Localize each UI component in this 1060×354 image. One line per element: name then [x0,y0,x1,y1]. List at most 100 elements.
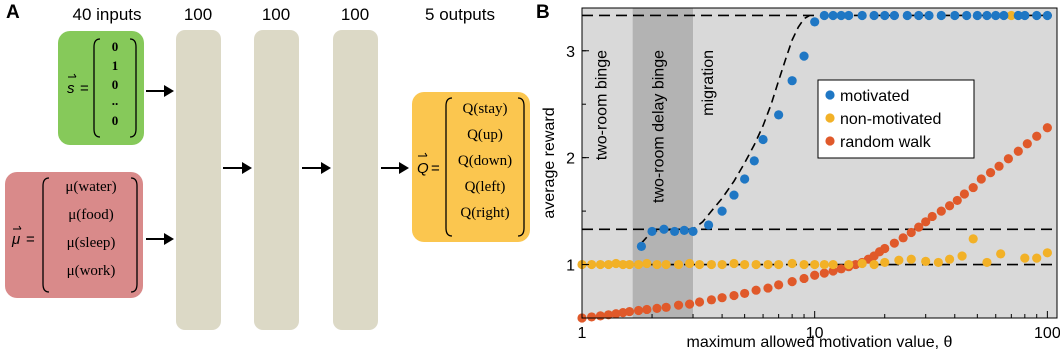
data-point-motivated [889,10,899,21]
data-point-motivated [758,134,768,145]
q-vector-box: Q = Q(stay) Q(up) Q(down) Q(left) Q(righ… [412,92,530,242]
data-point-motivated [982,10,992,21]
data-point-motivated [936,10,946,21]
legend-label: motivated [840,88,909,105]
data-point-non-motivated [857,258,867,269]
data-point-random-walk [889,238,899,248]
state-vector-entry: 0 [111,77,119,92]
data-point-non-motivated [763,259,773,270]
region-label: two-room binge [593,50,610,160]
data-point-non-motivated [642,258,652,269]
data-point-non-motivated [673,259,684,270]
motivation-vector-box: μ = μ(water) μ(food) μ(sleep) μ(work) [5,172,143,298]
data-point-non-motivated [774,259,784,270]
region-2 [693,8,1057,318]
data-point-random-walk [684,299,695,309]
data-point-non-motivated [729,258,739,269]
data-point-random-walk [740,288,750,299]
data-point-motivated [749,156,759,166]
data-point-random-walk [952,195,962,206]
data-point-motivated [717,206,727,216]
legend-marker [825,90,835,100]
data-point-random-walk [603,310,614,320]
data-point-motivated [857,10,867,21]
data-point-random-walk [1032,131,1042,141]
data-point-random-walk [914,222,924,232]
data-point-random-walk [836,264,846,274]
data-point-motivated [810,17,820,27]
data-point-motivated [869,10,879,21]
legend-marker [825,113,835,123]
data-point-non-motivated [880,257,890,268]
data-point-random-walk [624,306,635,317]
data-point-non-motivated [1042,248,1052,258]
legend-label: random walk [840,134,932,151]
x-tick-label: 1 [578,325,587,342]
data-point-non-motivated [717,259,727,270]
legend-marker [825,136,835,146]
data-point-random-walk [994,161,1004,171]
hidden-layer-1 [176,30,221,330]
data-point-non-motivated [957,251,967,261]
data-point-motivated [679,225,689,235]
data-point-non-motivated [684,258,695,269]
state-vector-brackets: s = [67,38,137,138]
data-point-random-walk [787,277,797,287]
state-vector-entry: 0 [111,113,119,128]
data-point-random-walk [959,189,970,199]
data-point-non-motivated [706,259,717,270]
hidden-layer-3 [333,30,378,330]
plot-frame [581,7,1058,319]
data-point-random-walk [673,300,684,310]
data-point-random-walk [729,290,739,301]
data-point-non-motivated [1006,10,1016,21]
data-point-non-motivated [996,249,1006,259]
data-point-motivated [962,10,972,21]
data-point-motivated [999,10,1009,21]
inputs-label: 40 inputs [72,5,142,24]
data-point-motivated [647,226,657,237]
data-point-non-motivated [844,259,854,270]
data-point-random-walk [906,227,916,238]
data-point-non-motivated [740,259,750,270]
state-vector-equals: = [80,80,89,97]
data-point-non-motivated [933,257,943,268]
data-point-non-motivated [968,234,978,244]
data-point-non-motivated [595,259,606,270]
outputs-label: 5 outputs [425,5,495,24]
data-point-random-walk [587,312,597,322]
data-point-non-motivated [694,259,705,270]
data-point-motivated [844,10,854,21]
data-point-non-motivated [819,259,829,270]
motivation-vector-entry: μ(food) [68,207,114,223]
data-point-motivated [991,10,1001,21]
y-tick-label: 1 [566,258,575,275]
data-point-motivated [774,110,784,120]
region-label: two-room delay binge [651,50,668,203]
motivation-vector-entry: μ(sleep) [66,235,116,251]
arrow-layer3-to-output [381,162,409,174]
data-point-motivated [636,241,646,251]
data-point-motivated [669,226,680,237]
data-point-motivated [836,10,846,21]
data-point-motivated [819,10,829,21]
y-axis-label: average reward [541,107,558,218]
arrow-motivation-to-layer1 [146,233,174,245]
data-point-random-walk [1003,154,1013,164]
data-point-random-walk [828,266,838,276]
data-point-random-walk [968,182,978,193]
data-point-motivated [1032,10,1042,21]
data-point-motivated [659,224,669,234]
data-point-motivated [740,174,750,184]
data-point-random-walk [819,268,829,278]
data-point-non-motivated [944,254,955,264]
data-point-non-motivated [618,259,628,270]
data-point-random-walk [927,211,937,222]
data-point-motivated [828,10,838,21]
arrow-state-to-layer1 [146,85,174,97]
q-vector-equals: = [431,160,440,177]
data-point-non-motivated [587,259,597,270]
data-point-random-walk [706,295,717,305]
data-point-random-walk [944,201,955,211]
hidden-layer-2 [254,30,299,330]
